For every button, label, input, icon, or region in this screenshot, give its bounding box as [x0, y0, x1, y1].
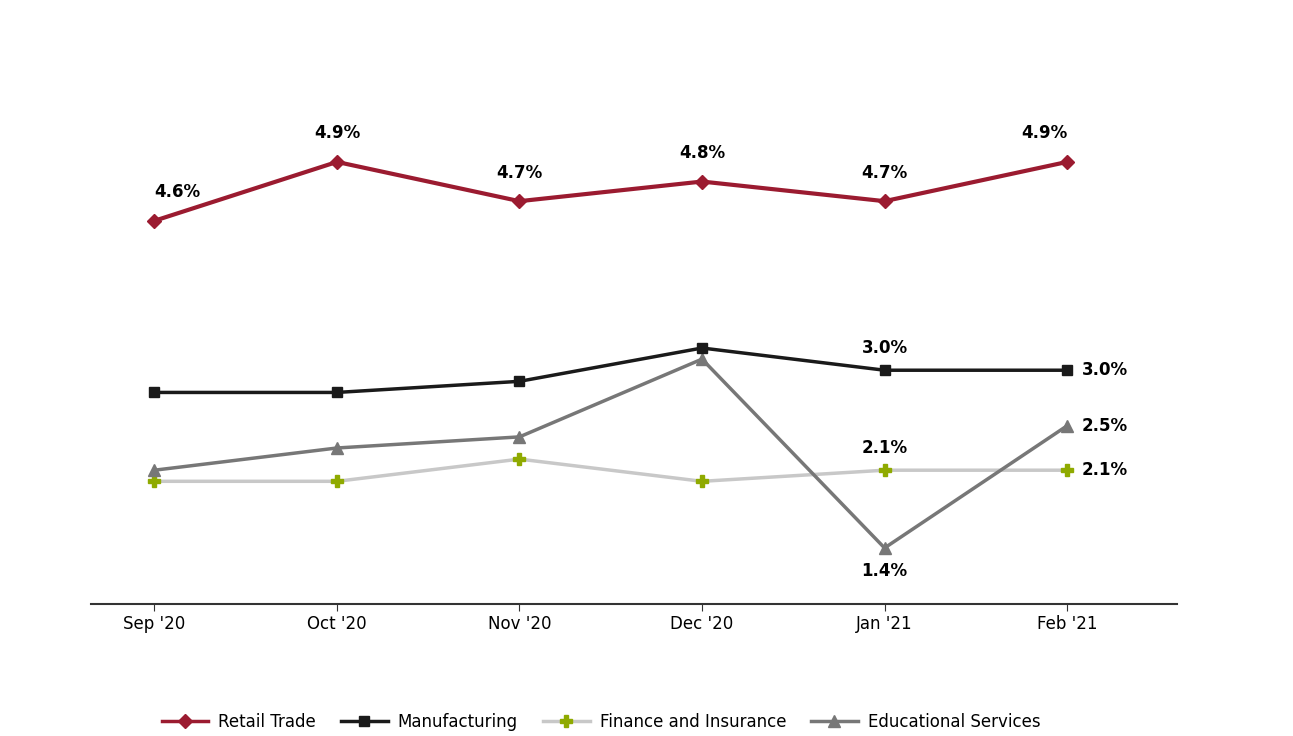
Manufacturing	[146, 388, 162, 397]
Finance and Insurance	[512, 455, 528, 464]
Educational Services	[146, 466, 162, 475]
Text: 4.6%: 4.6%	[154, 183, 200, 201]
Text: 4.9%: 4.9%	[1021, 124, 1067, 142]
Line: Educational Services: Educational Services	[149, 353, 1073, 553]
Manufacturing	[694, 344, 710, 353]
Retail Trade	[330, 158, 345, 166]
Manufacturing	[1059, 366, 1074, 375]
Text: 2.1%: 2.1%	[1082, 461, 1127, 479]
Finance and Insurance	[146, 477, 162, 486]
Text: 3.0%: 3.0%	[1082, 361, 1127, 379]
Retail Trade	[512, 197, 528, 205]
Retail Trade	[146, 216, 162, 225]
Line: Finance and Insurance: Finance and Insurance	[149, 453, 1073, 487]
Finance and Insurance	[1059, 466, 1074, 475]
Text: 1.4%: 1.4%	[861, 562, 908, 581]
Legend: Retail Trade, Manufacturing, Finance and Insurance, Educational Services: Retail Trade, Manufacturing, Finance and…	[155, 706, 1047, 736]
Manufacturing	[877, 366, 892, 375]
Text: 4.9%: 4.9%	[314, 124, 359, 142]
Line: Manufacturing: Manufacturing	[150, 343, 1072, 397]
Educational Services	[877, 544, 892, 553]
Text: 4.7%: 4.7%	[861, 163, 908, 182]
Manufacturing	[512, 377, 528, 386]
Finance and Insurance	[330, 477, 345, 486]
Text: 3.0%: 3.0%	[861, 339, 908, 357]
Retail Trade	[694, 177, 710, 186]
Retail Trade	[1059, 158, 1074, 166]
Finance and Insurance	[694, 477, 710, 486]
Retail Trade	[877, 197, 892, 205]
Text: 4.8%: 4.8%	[679, 144, 725, 162]
Finance and Insurance	[877, 466, 892, 475]
Manufacturing	[330, 388, 345, 397]
Educational Services	[330, 444, 345, 453]
Educational Services	[1059, 421, 1074, 430]
Educational Services	[512, 433, 528, 442]
Text: 2.5%: 2.5%	[1082, 417, 1127, 435]
Text: 4.7%: 4.7%	[497, 163, 543, 182]
Text: 2.1%: 2.1%	[861, 439, 908, 457]
Educational Services	[694, 355, 710, 364]
Line: Retail Trade: Retail Trade	[150, 157, 1072, 226]
